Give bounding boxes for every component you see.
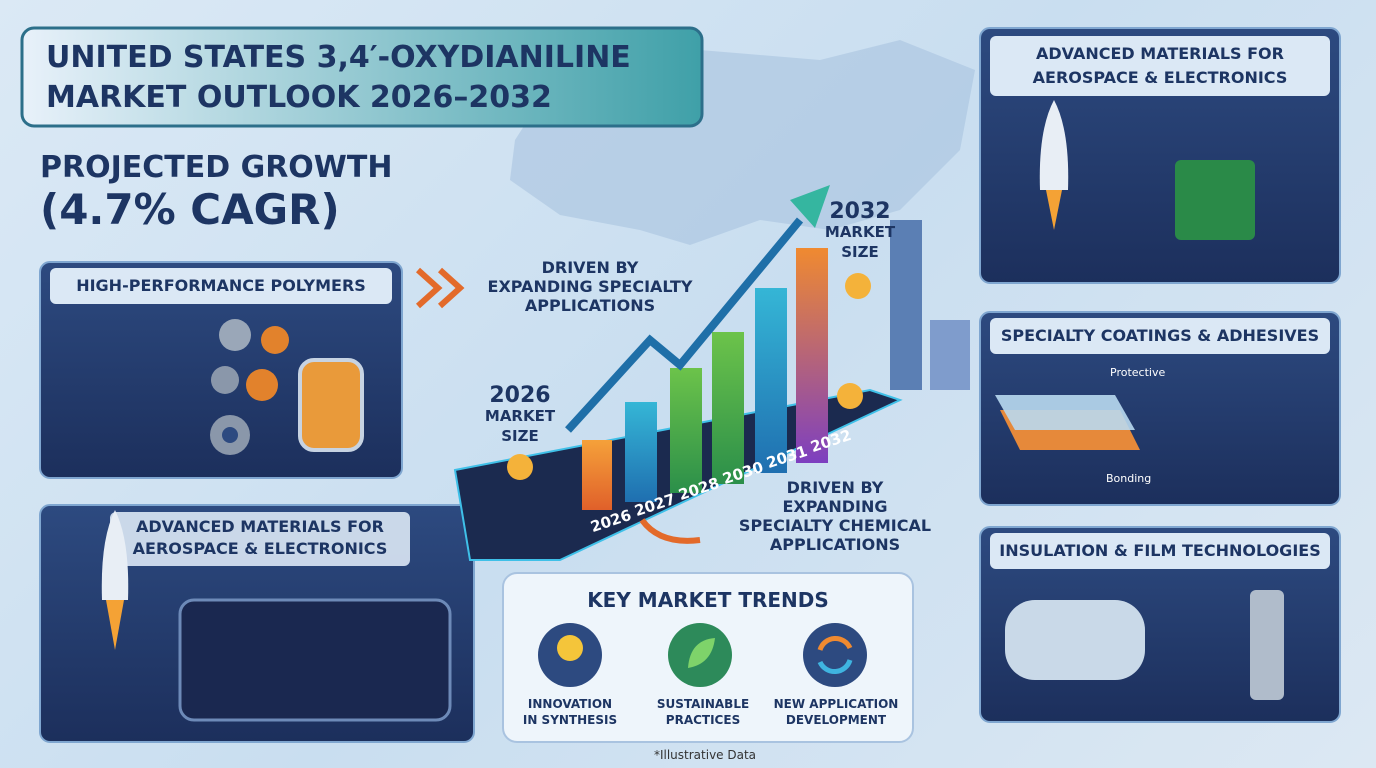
end-text: MARKET bbox=[824, 223, 896, 241]
title-line: UNITED STATES 3,4′-OXYDIANILINE bbox=[46, 40, 631, 75]
start-year: 2026 bbox=[489, 383, 551, 408]
start-label: 2026 MARKET SIZE bbox=[470, 383, 570, 446]
coating-label: Bonding bbox=[1106, 472, 1152, 485]
driver-note: DRIVEN BY EXPANDING SPECIALTY CHEMICAL A… bbox=[715, 478, 955, 554]
driver-line: APPLICATIONS bbox=[524, 296, 656, 315]
trend-line: IN SYNTHESIS bbox=[522, 713, 618, 727]
growth-rate: (4.7% CAGR) bbox=[40, 185, 340, 234]
panel-title: HIGH-PERFORMANCE POLYMERS bbox=[76, 276, 366, 295]
panel-title: ADVANCED MATERIALS FOR AEROSPACE & ELECT… bbox=[110, 516, 410, 560]
panel-title-line: AEROSPACE & ELECTRONICS bbox=[132, 539, 388, 558]
panel-title: ADVANCED MATERIALS FOR AEROSPACE & ELECT… bbox=[990, 42, 1330, 90]
start-text: MARKET bbox=[484, 407, 556, 425]
trend-label: INNOVATION IN SYNTHESIS bbox=[505, 696, 635, 728]
panel-title: SPECIALTY COATINGS & ADHESIVES bbox=[1000, 326, 1320, 345]
title: UNITED STATES 3,4′-OXYDIANILINE MARKET O… bbox=[46, 38, 631, 118]
trend-line: NEW APPLICATION bbox=[773, 697, 899, 711]
driver-line: SPECIALTY CHEMICAL bbox=[738, 516, 932, 535]
panel-title-line: AEROSPACE & ELECTRONICS bbox=[1032, 68, 1288, 87]
trend-line: DEVELOPMENT bbox=[785, 713, 887, 727]
start-text: SIZE bbox=[501, 427, 539, 445]
panel-title: INSULATION & FILM TECHNOLOGIES bbox=[999, 541, 1321, 560]
growth: PROJECTED GROWTH (4.7% CAGR) bbox=[40, 150, 392, 234]
driver-note: DRIVEN BY EXPANDING SPECIALTY APPLICATIO… bbox=[470, 258, 710, 315]
panel-title-line: ADVANCED MATERIALS FOR bbox=[1036, 44, 1284, 63]
driver-line: EXPANDING bbox=[782, 497, 888, 516]
end-label: 2032 MARKET SIZE bbox=[810, 199, 910, 262]
trend-line: PRACTICES bbox=[665, 713, 741, 727]
driver-line: DRIVEN BY bbox=[541, 258, 639, 277]
title-line: MARKET OUTLOOK 2026–2032 bbox=[46, 80, 552, 115]
driver-line: DRIVEN BY bbox=[786, 478, 884, 497]
end-year: 2032 bbox=[829, 199, 891, 224]
driver-line: APPLICATIONS bbox=[769, 535, 901, 554]
trend-label: NEW APPLICATION DEVELOPMENT bbox=[771, 696, 901, 728]
panel-title-line: ADVANCED MATERIALS FOR bbox=[136, 517, 384, 536]
growth-heading: PROJECTED GROWTH bbox=[40, 150, 393, 185]
trend-label: SUSTAINABLE PRACTICES bbox=[638, 696, 768, 728]
trend-line: SUSTAINABLE bbox=[656, 697, 750, 711]
footnote: *Illustrative Data bbox=[653, 748, 757, 762]
driver-line: EXPANDING SPECIALTY bbox=[487, 277, 693, 296]
coating-label: Protective bbox=[1110, 366, 1166, 379]
end-text: SIZE bbox=[841, 243, 879, 261]
trend-line: INNOVATION bbox=[527, 697, 613, 711]
trends-title: KEY MARKET TRENDS bbox=[587, 588, 829, 612]
